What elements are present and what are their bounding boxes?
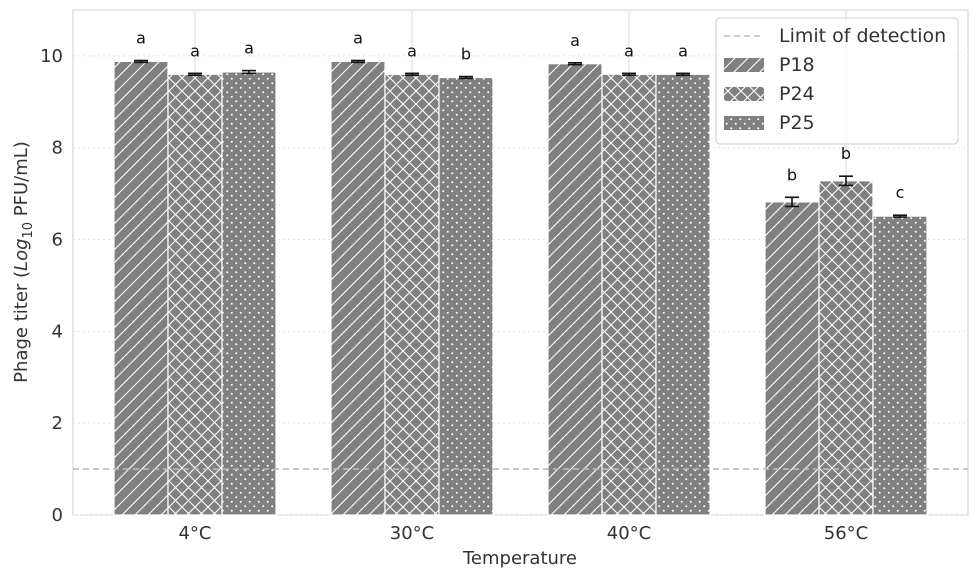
y-tick-label: 8: [52, 138, 63, 159]
x-tick-label: 30°C: [390, 523, 434, 544]
y-tick-label: 10: [40, 46, 63, 67]
bar-p25-56-c: [872, 215, 928, 516]
legend-swatch-p25: [724, 116, 764, 130]
y-tick-label: 2: [52, 413, 63, 434]
y-axis-ticks: 0 2 4 6 8 10: [40, 46, 63, 526]
significance-letter: a: [407, 41, 417, 60]
bar-p25-4-c: [221, 71, 277, 516]
bar-p18-30-c: [330, 60, 386, 516]
bar-p24-30-c: [384, 73, 440, 516]
bar-p24-56-c: [818, 180, 874, 516]
significance-letter: a: [624, 41, 634, 60]
x-tick-label: 56°C: [824, 523, 868, 544]
legend-label-limit-of-detection: Limit of detection: [779, 25, 946, 47]
significance-letter: a: [244, 39, 254, 58]
bar-p24-40-c: [601, 73, 657, 516]
legend-label-p25: P25: [779, 112, 815, 134]
significance-letter: b: [787, 165, 797, 184]
legend-swatch-p18: [724, 58, 764, 72]
bar-p24-4-c: [167, 73, 223, 516]
y-tick-label: 6: [52, 230, 63, 251]
error-bars: [134, 59, 907, 218]
bar-p18-40-c: [547, 63, 603, 516]
bar-p18-56-c: [764, 201, 820, 516]
x-tick-label: 40°C: [607, 523, 651, 544]
legend-label-p24: P24: [779, 83, 815, 105]
y-axis-title: Phage titer (Log10 PFU/mL): [11, 141, 36, 383]
legend-swatch-p24: [724, 87, 764, 101]
significance-letter: a: [570, 31, 580, 50]
x-axis-ticks: 4°C 30°C 40°C 56°C: [178, 523, 868, 544]
significance-letter: c: [896, 183, 905, 202]
y-tick-label: 0: [52, 505, 63, 526]
x-tick-label: 4°C: [178, 523, 211, 544]
bar-p25-30-c: [438, 76, 494, 516]
y-tick-label: 4: [52, 321, 63, 342]
significance-letter: a: [190, 41, 200, 60]
x-axis-title: Temperature: [462, 548, 577, 569]
significance-letter: a: [353, 29, 363, 48]
significance-letter: a: [136, 29, 146, 48]
legend-box: [715, 17, 959, 145]
legend-label-p18: P18: [779, 54, 815, 76]
bar-p25-40-c: [655, 73, 711, 516]
significance-letter: a: [678, 41, 688, 60]
bar-p18-4-c: [113, 60, 169, 516]
significance-letters: a a a b a a a b a b a c: [136, 29, 904, 203]
legend: Limit of detection P18 P24 P25: [715, 17, 959, 145]
significance-letter: b: [461, 45, 471, 64]
significance-letter: b: [841, 144, 851, 163]
